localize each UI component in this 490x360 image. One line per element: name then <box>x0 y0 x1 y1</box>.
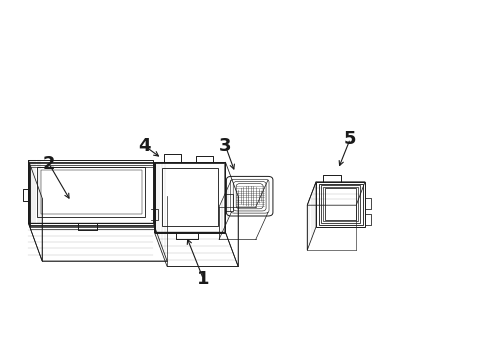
Text: 3: 3 <box>219 137 232 155</box>
Text: 1: 1 <box>197 270 210 288</box>
Text: 5: 5 <box>344 130 357 148</box>
Text: 2: 2 <box>43 155 55 173</box>
Text: 4: 4 <box>138 137 151 155</box>
